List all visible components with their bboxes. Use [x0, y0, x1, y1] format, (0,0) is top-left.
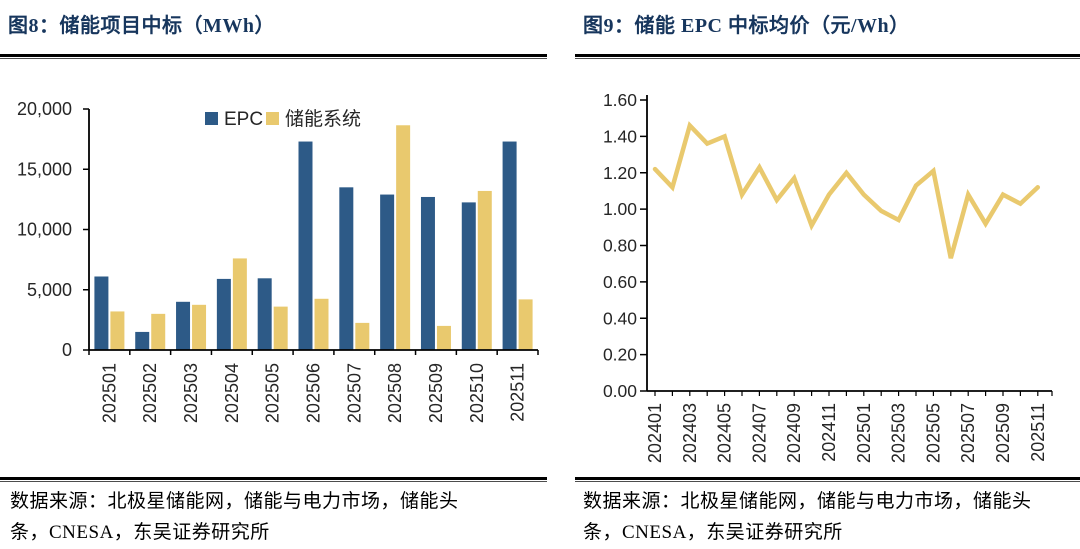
bar-storage-system-202506 [314, 298, 329, 350]
x-axis-label: 202505 [263, 363, 283, 423]
legend-swatch-storage-system [266, 112, 279, 125]
y-axis-label: 10,000 [17, 220, 72, 240]
bar-storage-system-202504 [232, 258, 247, 350]
x-axis-label: 202509 [426, 363, 446, 423]
bar-epc-202510 [461, 202, 476, 350]
line-chart-epc-average-price: 0.00 0.20 0.40 0.60 0.80 1.00 1.20 1.40 1.60 2024… [603, 90, 1053, 463]
y-axis-label: 0 [62, 340, 72, 360]
x-axis-label: 202401 [645, 403, 665, 463]
figure-8-source-rule [0, 477, 547, 483]
bar-epc-202501 [94, 276, 109, 350]
x-axis-label: 202405 [715, 403, 735, 463]
epc-average-price-line [652, 121, 1041, 259]
x-axis-label: 202502 [140, 363, 160, 423]
bar-storage-system-202502 [151, 313, 166, 350]
x-axis-label: 202403 [680, 403, 700, 463]
x-axis-label: 202508 [385, 363, 405, 423]
figure-8-title: 图8：储能项目中标（MWh） [8, 15, 275, 37]
y-axis-label: 5,000 [27, 280, 72, 300]
bar-epc-202511 [502, 141, 517, 350]
y-axis-label: 20,000 [17, 99, 72, 119]
bar-storage-system-202508 [396, 125, 411, 350]
bar-storage-system-202510 [477, 190, 492, 350]
bar-storage-system-202505 [273, 306, 288, 350]
x-axis-label: 202507 [958, 403, 978, 463]
figure-8-panel: 图8：储能项目中标（MWh） 0 5,000 10,000 15,000 20,000 2… [0, 15, 547, 548]
figure-9-title: 图9：储能 EPC 中标均价（元/Wh） [583, 15, 910, 37]
x-axis-label: 202509 [993, 403, 1013, 463]
bar-epc-202503 [176, 301, 191, 350]
bar-epc-202504 [216, 278, 231, 350]
bar-storage-system-202507 [355, 322, 370, 350]
bar-epc-202507 [339, 187, 354, 350]
x-axis-label: 202504 [222, 363, 242, 423]
bar-epc-202506 [298, 141, 313, 350]
bar-storage-system-202501 [110, 311, 125, 350]
source-line: 数据来源：北极星储能网，储能与电力市场，储能头 [10, 491, 459, 512]
bar-epc-202502 [135, 331, 150, 350]
x-axis-label: 202409 [784, 403, 804, 463]
bar-epc-202505 [257, 278, 272, 350]
x-axis-label: 202407 [749, 403, 769, 463]
y-axis-label: 15,000 [17, 159, 72, 179]
y-axis-label: 0.00 [603, 381, 637, 401]
figure-9-source-rule [575, 477, 1080, 483]
y-axis-label: 0.80 [603, 236, 637, 256]
bar-chart-storage-project-wins: 0 5,000 10,000 15,000 20,000 202501 202502 2025… [17, 99, 539, 423]
legend-swatch-epc [205, 112, 218, 125]
x-axis-label: 202510 [467, 363, 487, 423]
x-axis-label: 202411 [819, 403, 839, 462]
bar-epc-202508 [380, 194, 395, 350]
x-axis-label: 202507 [344, 363, 364, 423]
x-axis-label: 202503 [889, 403, 909, 463]
figure-9-title-rule [575, 54, 1080, 60]
legend-label-storage-system: 储能系统 [285, 108, 361, 130]
y-axis-label: 1.00 [603, 199, 637, 219]
source-line: 条，CNESA，东吴证券研究所 [583, 522, 843, 543]
x-axis-label: 202511 [508, 363, 528, 422]
figure-9-source: 数据来源：北极星储能网，储能与电力市场，储能头 条，CNESA，东吴证券研究所 [583, 486, 1032, 548]
y-axis-label: 0.60 [603, 272, 637, 292]
legend-label-epc: EPC [224, 109, 263, 130]
x-axis-label: 202501 [854, 403, 874, 463]
x-axis-label: 202503 [181, 363, 201, 423]
x-axis-label: 202505 [923, 403, 943, 463]
y-axis-label: 1.20 [603, 163, 637, 183]
source-line: 条，CNESA，东吴证券研究所 [10, 522, 270, 543]
bar-epc-202509 [420, 196, 435, 350]
bar-storage-system-202503 [192, 304, 207, 350]
figure-8-title-rule [0, 54, 547, 60]
y-axis-label: 0.20 [603, 345, 637, 365]
figure-8-source: 数据来源：北极星储能网，储能与电力市场，储能头 条，CNESA，东吴证券研究所 [10, 486, 459, 548]
source-line: 数据来源：北极星储能网，储能与电力市场，储能头 [583, 491, 1032, 512]
x-axis-label: 202501 [99, 363, 119, 423]
bar-storage-system-202509 [436, 325, 451, 350]
y-axis-label: 1.60 [603, 90, 637, 110]
x-axis-label: 202511 [1028, 403, 1048, 462]
y-axis-label: 1.40 [603, 126, 637, 146]
figure-9-panel: 图9：储能 EPC 中标均价（元/Wh） 0.00 0.20 0.40 0.60 0.8… [540, 0, 1080, 549]
y-axis-label: 0.40 [603, 308, 637, 328]
x-axis-label: 202506 [304, 363, 324, 423]
bar-storage-system-202511 [518, 299, 533, 350]
